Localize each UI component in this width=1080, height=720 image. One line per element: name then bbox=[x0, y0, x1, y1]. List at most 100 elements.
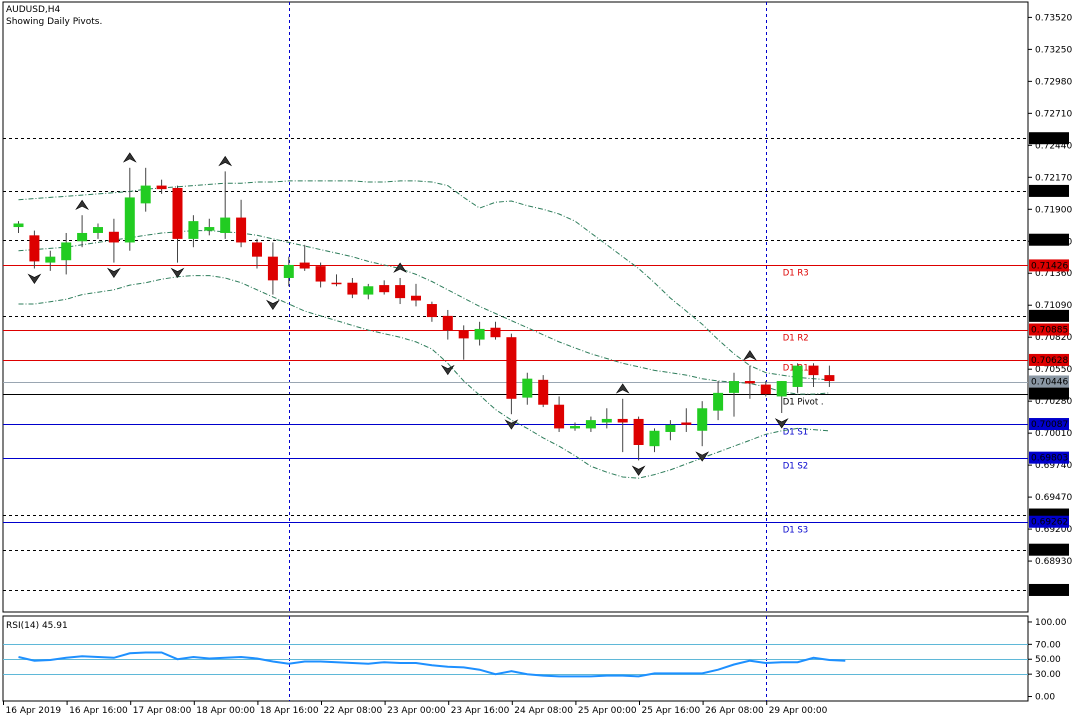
x-tick-label: 29 Apr 00:00 bbox=[769, 706, 828, 716]
bear-candle bbox=[426, 304, 437, 318]
fractal-up-arrow bbox=[393, 262, 407, 273]
x-tick-label: 25 Apr 00:00 bbox=[578, 706, 637, 716]
pivot-price-box bbox=[1029, 451, 1069, 464]
bear-candle bbox=[347, 282, 358, 295]
chart-symbol-title: AUDUSD,H4 bbox=[6, 5, 61, 15]
y-tick-label: 0.69740 bbox=[1035, 461, 1072, 471]
y-tick-label: 0.73520 bbox=[1035, 13, 1072, 23]
bollinger-lower-band bbox=[18, 275, 830, 479]
bear-candle bbox=[538, 379, 549, 405]
x-tick-label: 23 Apr 16:00 bbox=[451, 706, 510, 716]
bull-candle bbox=[140, 185, 151, 204]
fractal-down-arrow bbox=[774, 418, 789, 429]
bear-candle bbox=[411, 295, 421, 301]
bull-candle bbox=[713, 392, 724, 411]
bear-candle bbox=[744, 381, 755, 384]
fractal-up-arrow bbox=[743, 350, 757, 361]
bull-candle bbox=[93, 227, 103, 233]
bear-candle bbox=[442, 315, 453, 331]
bear-candle bbox=[681, 422, 692, 425]
pivot-label: D1 R3 bbox=[783, 269, 809, 279]
pivot-label: D1 S2 bbox=[783, 462, 808, 472]
pivot-price-label: 0.69803 bbox=[1031, 454, 1068, 464]
pivot-label: D1 S1 bbox=[783, 428, 808, 438]
bear-candle bbox=[490, 327, 501, 338]
bear-candle bbox=[617, 418, 628, 423]
pivot-label: D1 S3 bbox=[783, 526, 808, 536]
fractal-down-arrow bbox=[107, 267, 121, 279]
bull-candle bbox=[522, 378, 533, 398]
pivot-price-box bbox=[1029, 323, 1069, 336]
fractal-down-arrow bbox=[695, 451, 710, 462]
fractal-down-arrow bbox=[266, 299, 280, 311]
rsi-tick-label: 70.00 bbox=[1035, 640, 1061, 650]
fractal-up-arrow bbox=[615, 383, 630, 394]
level-price-label: 0.68686 bbox=[1031, 586, 1068, 596]
level-price-label: 0.72055 bbox=[1031, 187, 1068, 197]
level-price-label: 0.69323 bbox=[1031, 511, 1068, 521]
bear-candle bbox=[172, 187, 183, 239]
x-tick-label: 23 Apr 00:00 bbox=[387, 706, 446, 716]
bear-candle bbox=[267, 256, 278, 281]
bear-candle bbox=[315, 266, 326, 282]
pivot-price-label: 0.70628 bbox=[1031, 356, 1068, 366]
y-tick-label: 0.71360 bbox=[1035, 269, 1072, 279]
pivot-price-box bbox=[1029, 353, 1069, 366]
y-tick-label: 0.71900 bbox=[1035, 205, 1072, 215]
rsi-tick-label: 0.00 bbox=[1035, 693, 1055, 703]
level-price-label: 0.71000 bbox=[1031, 312, 1068, 322]
bear-candle bbox=[554, 404, 565, 429]
fractal-down-arrow bbox=[27, 273, 42, 284]
y-tick-label: 0.72170 bbox=[1035, 173, 1072, 183]
x-tick-label: 18 Apr 00:00 bbox=[196, 706, 255, 716]
y-tick-label: 0.73250 bbox=[1035, 45, 1072, 55]
fractal-up-arrow bbox=[75, 199, 89, 211]
pivot-price-label: 0.70885 bbox=[1031, 326, 1068, 336]
bull-candle bbox=[776, 381, 787, 397]
x-tick-label: 26 Apr 08:00 bbox=[705, 706, 764, 716]
current-price-label: 0.70446 bbox=[1031, 378, 1068, 388]
pivot-price-label: 0.69262 bbox=[1031, 518, 1068, 528]
bull-candle bbox=[697, 408, 708, 431]
level-price-box bbox=[1029, 132, 1069, 145]
y-tick-label: 0.69200 bbox=[1035, 525, 1072, 535]
pivot-label: D1 Pivot . bbox=[783, 398, 824, 408]
bull-candle bbox=[601, 418, 612, 423]
x-tick-label: 16 Apr 16:00 bbox=[69, 706, 128, 716]
level-price-box bbox=[1029, 583, 1069, 596]
bear-candle bbox=[29, 235, 40, 262]
bull-candle bbox=[124, 197, 135, 243]
y-tick-label: 0.71090 bbox=[1035, 301, 1072, 311]
bull-candle bbox=[570, 426, 580, 429]
bear-candle bbox=[458, 330, 469, 339]
bear-candle bbox=[156, 185, 167, 190]
bollinger-middle-band bbox=[18, 230, 830, 395]
rsi-tick-label: 50.00 bbox=[1035, 655, 1061, 665]
level-price-box bbox=[1029, 309, 1069, 322]
y-tick-label: 0.70010 bbox=[1035, 429, 1072, 439]
pivot-price-box bbox=[1029, 387, 1069, 400]
bear-candle bbox=[236, 217, 247, 243]
bull-candle bbox=[649, 430, 660, 447]
y-tick-label: 0.72980 bbox=[1035, 77, 1072, 87]
bear-candle bbox=[760, 384, 771, 395]
y-tick-label: 0.68930 bbox=[1035, 557, 1072, 567]
level-price-box bbox=[1029, 233, 1069, 246]
pivot-price-box bbox=[1029, 259, 1069, 272]
bull-candle bbox=[188, 221, 199, 239]
x-tick-label: 16 Apr 2019 bbox=[6, 706, 62, 716]
x-tick-label: 24 Apr 08:00 bbox=[514, 706, 573, 716]
fractal-up-arrow bbox=[218, 155, 233, 167]
y-tick-label: 0.70820 bbox=[1035, 333, 1072, 343]
x-tick-label: 17 Apr 08:00 bbox=[133, 706, 192, 716]
bull-candle bbox=[220, 217, 231, 233]
rsi-tick-label: 100.00 bbox=[1035, 618, 1067, 628]
pivot-price-box bbox=[1029, 515, 1069, 528]
bull-candle bbox=[283, 264, 294, 278]
bull-candle bbox=[585, 420, 596, 429]
y-tick-label: 0.70280 bbox=[1035, 397, 1072, 407]
bear-candle bbox=[299, 262, 310, 269]
pivot-price-label: 0.70087 bbox=[1031, 420, 1068, 430]
